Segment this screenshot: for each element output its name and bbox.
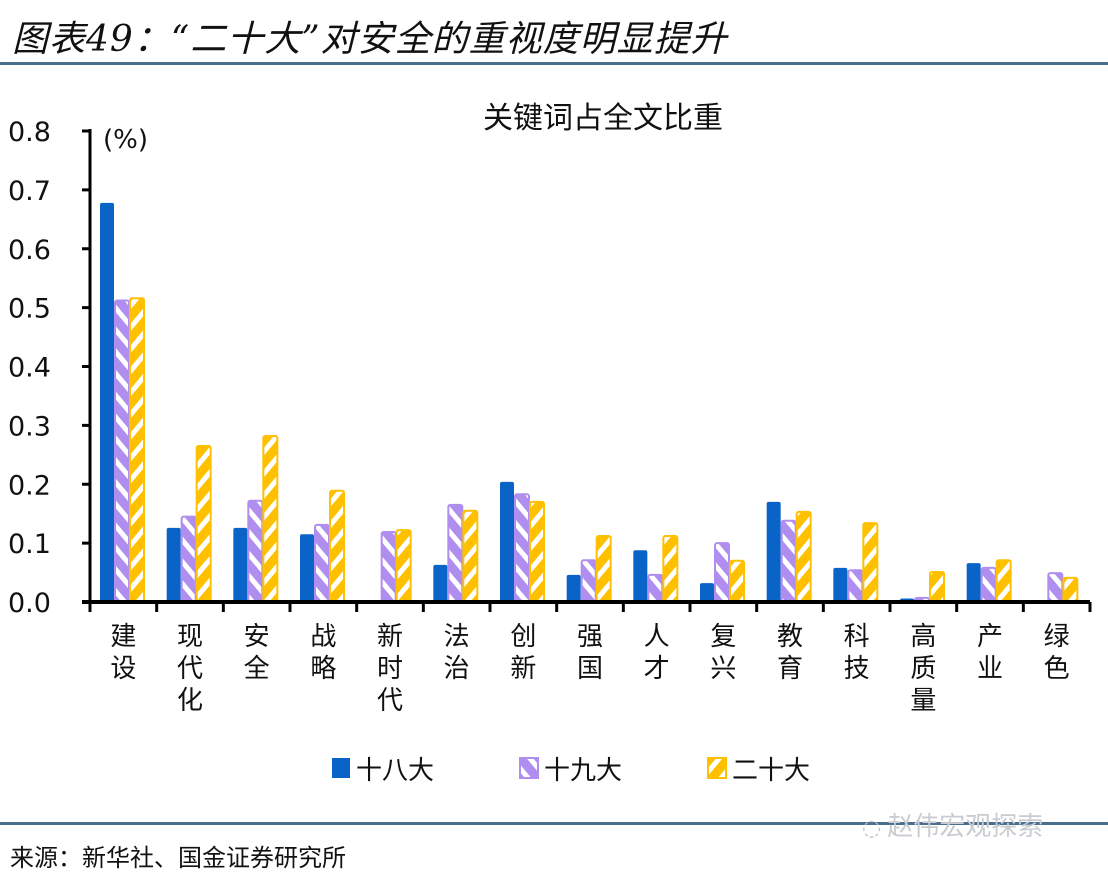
y-unit-label: (%)	[103, 125, 148, 155]
bar-20th-强国	[595, 535, 612, 603]
bar-20th-科技	[862, 522, 879, 603]
bar-18th-战略	[300, 534, 314, 602]
bar-19th-产业	[980, 566, 997, 603]
bar-19th-绿色	[1047, 572, 1064, 603]
bar-19th-人才	[647, 573, 664, 603]
x-tick-label: 新时代	[377, 622, 403, 716]
watermark-text: 赵伟宏观探索	[887, 812, 1044, 842]
bar-20th-教育	[795, 510, 812, 604]
x-tick-label: 建设	[110, 622, 136, 684]
legend-label: 十八大	[356, 756, 434, 786]
bar-18th-科技	[833, 567, 848, 602]
watermark: ◌ 赵伟宏观探索	[862, 806, 1043, 843]
y-tick-label: 0.7	[8, 176, 51, 207]
bar-19th-战略	[314, 523, 330, 604]
y-tick-label: 0.3	[8, 411, 51, 442]
x-tick-label: 安全	[244, 622, 270, 684]
wechat-icon: ◌	[862, 816, 882, 841]
y-tick-label: 0.8	[8, 117, 51, 148]
bar-19th-教育	[780, 519, 797, 603]
legend: 十八大 十九大 二十大	[332, 756, 810, 786]
legend-label: 二十大	[732, 756, 810, 786]
bar-20th-现代化	[195, 444, 212, 604]
bar-20th-绿色	[1062, 576, 1079, 604]
bar-19th-新时代	[380, 530, 397, 603]
x-tick-label: 教育	[777, 622, 803, 684]
bar-20th-战略	[329, 489, 345, 604]
x-tick-label: 绿色	[1044, 622, 1070, 684]
bar-20th-法治	[462, 509, 479, 603]
figure-title: 图表49：“二十大”对安全的重视度明显提升	[12, 19, 728, 60]
x-tick-label: 强国	[577, 622, 603, 684]
bar-18th-人才	[633, 550, 648, 602]
bar-18th-建设	[100, 202, 114, 602]
x-tick-label: 创新	[510, 622, 536, 684]
bar-18th-安全	[233, 527, 248, 602]
bar-19th-科技	[847, 569, 864, 604]
bar-19th-现代化	[180, 515, 197, 603]
x-tick-label: 法治	[444, 622, 470, 684]
y-tick-label: 0.0	[8, 588, 51, 619]
legend-item-19th: 十九大	[519, 756, 622, 786]
bar-19th-法治	[447, 503, 464, 604]
bar-20th-新时代	[395, 529, 412, 603]
x-tick-label: 复兴	[710, 622, 736, 684]
x-tick-label: 人才	[644, 622, 670, 684]
y-tick-label: 0.1	[8, 529, 51, 560]
legend-swatch	[332, 758, 350, 778]
bar-18th-产业	[966, 563, 981, 602]
bar-20th-安全	[262, 434, 279, 603]
source-note: 来源：新华社、国金证券研究所	[10, 844, 346, 872]
bars	[100, 202, 1079, 604]
bar-19th-强国	[580, 559, 597, 603]
bar-18th-教育	[766, 501, 781, 602]
bar-20th-人才	[662, 535, 679, 603]
axes	[82, 129, 1092, 612]
bar-20th-高质量	[929, 570, 945, 604]
top-divider	[0, 62, 1108, 65]
bar-20th-复兴	[729, 559, 745, 603]
legend-label: 十九大	[544, 756, 622, 786]
bar-18th-法治	[433, 564, 448, 602]
bar-20th-建设	[129, 297, 145, 603]
bar-20th-产业	[995, 559, 1012, 603]
bar-18th-现代化	[166, 527, 181, 602]
bar-19th-安全	[247, 499, 264, 603]
bar-19th-建设	[114, 299, 130, 603]
chart-title: 关键词占全文比重	[483, 101, 723, 136]
bottom-divider	[0, 822, 1108, 825]
y-tick-label: 0.5	[8, 294, 51, 325]
bar-18th-复兴	[700, 583, 714, 602]
y-tick-label: 0.6	[8, 235, 51, 266]
bar-18th-强国	[566, 574, 581, 602]
y-axis-ticks: 0.0 0.1 0.2 0.3 0.4 0.5 0.6 0.7 0.8	[8, 117, 90, 619]
legend-item-20th: 二十大	[707, 756, 810, 786]
legend-item-18th: 十八大	[332, 756, 434, 786]
bar-20th-创新	[529, 500, 545, 604]
bar-19th-创新	[514, 493, 530, 604]
y-tick-label: 0.4	[8, 353, 51, 384]
bar-19th-复兴	[714, 542, 730, 603]
x-tick-label: 科技	[844, 622, 870, 684]
legend-swatch	[519, 757, 539, 779]
bar-18th-创新	[500, 481, 514, 602]
x-tick-label: 产业	[977, 622, 1003, 684]
x-tick-label: 现代化	[177, 622, 203, 716]
x-tick-label: 战略	[310, 622, 336, 684]
y-tick-label: 0.2	[8, 470, 51, 501]
legend-swatch	[707, 757, 727, 779]
x-tick-label: 高质量	[910, 622, 936, 716]
